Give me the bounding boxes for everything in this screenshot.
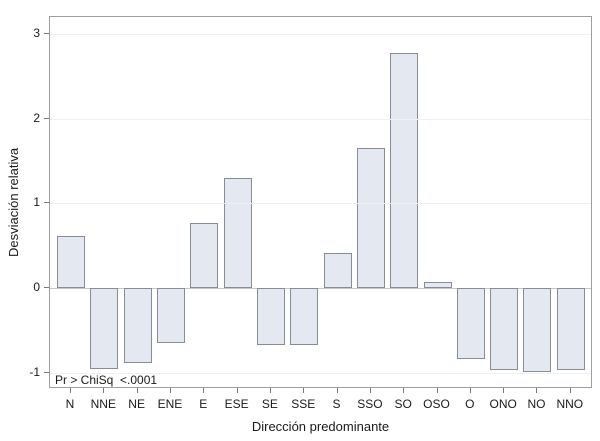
bar-nno (556, 288, 585, 371)
y-tick-2 (44, 117, 49, 119)
y-tick-label--1: -1 (29, 364, 40, 379)
bar-nne (90, 288, 119, 369)
x-tick-ese (236, 388, 238, 393)
gridline-y-3 (50, 33, 591, 35)
x-tick-label-e: E (199, 397, 208, 411)
x-tick-se (269, 388, 271, 393)
x-tick-label-so: SO (394, 397, 412, 411)
x-tick-s (336, 388, 338, 393)
bar-sso (356, 148, 385, 289)
x-tick-label-sse: SSE (291, 397, 316, 411)
chi-square-annotation: Pr > ChiSq <.0001 (55, 373, 158, 387)
y-tick-1 (44, 202, 49, 204)
x-tick-label-ne: NE (128, 397, 145, 411)
y-tick-label-1: 1 (33, 195, 40, 210)
x-tick-so (403, 388, 405, 393)
x-tick-label-n: N (65, 397, 75, 411)
bar-n (57, 235, 85, 289)
zero-baseline (50, 288, 591, 290)
x-tick-label-o: O (465, 397, 475, 411)
x-tick-o (469, 388, 471, 393)
y-tick--1 (44, 371, 49, 373)
bar-s (323, 252, 352, 289)
x-tick-ene (169, 388, 171, 393)
plot-area: Pr > ChiSq <.0001 (49, 16, 592, 388)
bar-no (523, 288, 552, 373)
x-axis-title: Dirección predominante (251, 419, 390, 434)
x-tick-n (70, 388, 71, 393)
bar-so (390, 52, 419, 289)
x-tick-oso (436, 388, 438, 393)
gridline-y--1 (50, 372, 591, 374)
x-tick-label-s: S (332, 397, 341, 411)
bar-sse (290, 288, 319, 345)
y-tick-label-3: 3 (33, 25, 40, 40)
bar-ene (156, 288, 185, 344)
x-tick-label-ono: ONO (489, 397, 517, 411)
x-tick-ne (136, 388, 138, 393)
y-tick-label-2: 2 (33, 110, 40, 125)
bar-ne (123, 288, 152, 363)
bar-o (456, 288, 485, 360)
x-tick-sse (303, 388, 305, 393)
x-tick-label-oso: OSO (423, 397, 450, 411)
y-tick-0 (44, 287, 49, 289)
y-tick-label-0: 0 (33, 280, 40, 295)
x-tick-label-nne: NNE (90, 397, 116, 411)
x-tick-ono (503, 388, 505, 393)
x-tick-label-ene: ENE (157, 397, 183, 411)
bar-ese (223, 178, 252, 289)
bar-e (190, 222, 219, 289)
bar-oso (423, 282, 452, 289)
bar-se (256, 288, 285, 345)
gridline-y-2 (50, 118, 591, 120)
gridline-y-1 (50, 203, 591, 205)
bar-ono (490, 288, 519, 370)
x-tick-nne (103, 388, 105, 393)
x-tick-no (536, 388, 538, 393)
x-tick-label-nno: NNO (556, 397, 584, 411)
x-tick-e (203, 388, 205, 393)
x-tick-nno (569, 388, 571, 393)
x-tick-label-ese: ESE (224, 397, 249, 411)
x-tick-sso (369, 388, 371, 393)
y-tick-3 (44, 32, 49, 34)
x-tick-label-se: SE (261, 397, 278, 411)
x-tick-label-sso: SSO (357, 397, 383, 411)
x-tick-label-no: NO (527, 397, 546, 411)
